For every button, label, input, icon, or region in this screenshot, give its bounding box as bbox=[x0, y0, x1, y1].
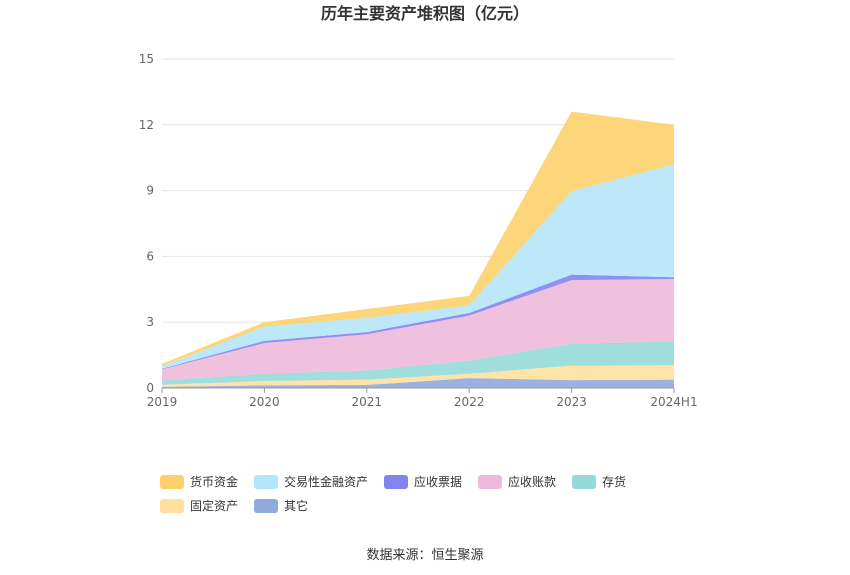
legend-swatch bbox=[160, 475, 184, 489]
axes: 0 3 6 9 12 15 2019 2020 2021 2022 2023 2024H1 bbox=[139, 52, 698, 409]
area-存货 bbox=[162, 341, 674, 385]
area-交易性金融资产 bbox=[162, 164, 674, 369]
legend-label: 交易性金融资产 bbox=[284, 474, 368, 489]
legend-label: 应收票据 bbox=[414, 474, 462, 489]
legend-label: 货币资金 bbox=[190, 474, 238, 489]
y-tick-label: 12 bbox=[139, 118, 154, 132]
x-tick-label: 2022 bbox=[454, 395, 485, 409]
y-tick-label: 0 bbox=[146, 381, 154, 395]
legend-swatch bbox=[384, 475, 408, 489]
legend-label: 应收账款 bbox=[508, 474, 556, 489]
y-tick-label: 6 bbox=[146, 249, 154, 263]
chart-title: 历年主要资产堆积图（亿元） bbox=[321, 4, 529, 23]
legend-swatch bbox=[572, 475, 596, 489]
legend-label: 固定资产 bbox=[190, 498, 238, 513]
area-应收账款 bbox=[162, 278, 674, 381]
x-tick-label: 2021 bbox=[352, 395, 383, 409]
area-其它 bbox=[162, 378, 674, 388]
data-source: 数据来源：恒生聚源 bbox=[366, 548, 483, 563]
area-货币资金 bbox=[162, 111, 674, 367]
x-tick-label: 2020 bbox=[249, 395, 280, 409]
area-固定资产 bbox=[162, 365, 674, 387]
legend-swatch bbox=[254, 475, 278, 489]
legend-label: 存货 bbox=[602, 474, 626, 489]
x-tick-label: 2023 bbox=[556, 395, 587, 409]
area-series bbox=[162, 111, 674, 388]
x-tick-label: 2024H1 bbox=[650, 395, 697, 409]
legend-swatch bbox=[478, 475, 502, 489]
legend-label: 其它 bbox=[284, 498, 308, 513]
x-tick-label: 2019 bbox=[147, 395, 178, 409]
y-tick-label: 9 bbox=[146, 184, 154, 198]
legend-swatch bbox=[160, 499, 184, 513]
legend-swatch bbox=[254, 499, 278, 513]
y-tick-label: 3 bbox=[146, 315, 154, 329]
y-tick-label: 15 bbox=[139, 52, 154, 66]
